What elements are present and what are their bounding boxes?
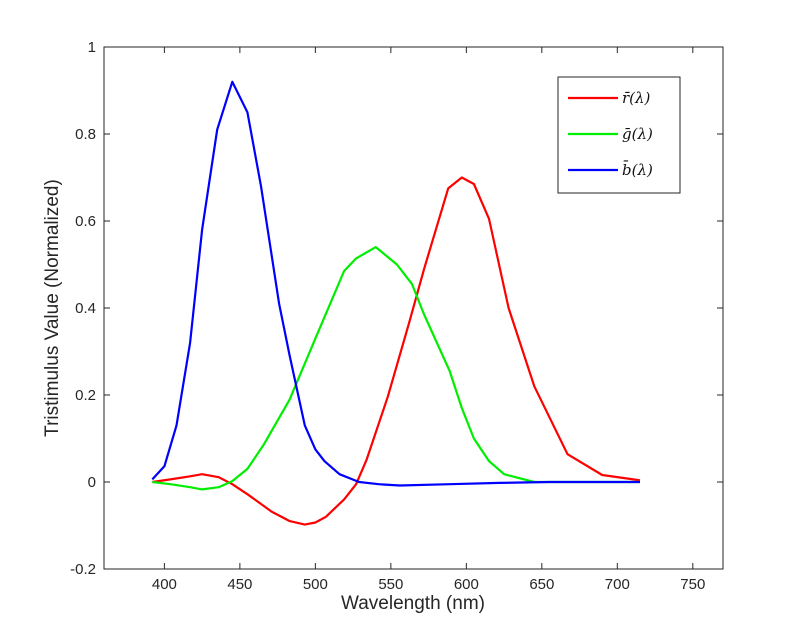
- ticks: 400 450 500 550 600 650 700 750 -0.2 0 0.2 0.4 0.6 0.…: [70, 39, 723, 593]
- x-tick-label: 700: [605, 576, 630, 593]
- x-tick-label: 500: [303, 576, 328, 593]
- x-tick-label: 750: [680, 576, 705, 593]
- x-tick-label: 600: [454, 576, 479, 593]
- legend: r̄(λ) ḡ(λ) b̄(λ): [557, 76, 681, 194]
- x-tick-label: 550: [378, 576, 403, 593]
- series-line-2: [151, 80, 640, 487]
- x-tick-label: 450: [227, 576, 252, 593]
- y-tick-label: -0.2: [70, 561, 96, 578]
- x-tick-label: 400: [152, 576, 177, 593]
- series-lines: [151, 80, 641, 526]
- y-tick-label: 0.8: [75, 126, 96, 143]
- x-tick-label: 650: [529, 576, 554, 593]
- y-tick-label: 0: [88, 474, 96, 491]
- y-tick-label: 0.6: [75, 213, 96, 230]
- y-tick-label: 1: [88, 39, 96, 56]
- series-line-1: [152, 246, 640, 491]
- legend-label-0: r̄(λ): [622, 89, 651, 107]
- legend-label-2: b̄(λ): [622, 161, 653, 179]
- y-tick-label: 0.2: [75, 387, 96, 404]
- y-tick-label: 0.4: [75, 300, 96, 317]
- legend-label-1: ḡ(λ): [622, 125, 653, 143]
- x-axis-label: Wavelength (nm): [341, 593, 485, 614]
- y-axis-label: Tristimulus Value (Normalized): [42, 179, 63, 437]
- series-line-0: [152, 176, 641, 526]
